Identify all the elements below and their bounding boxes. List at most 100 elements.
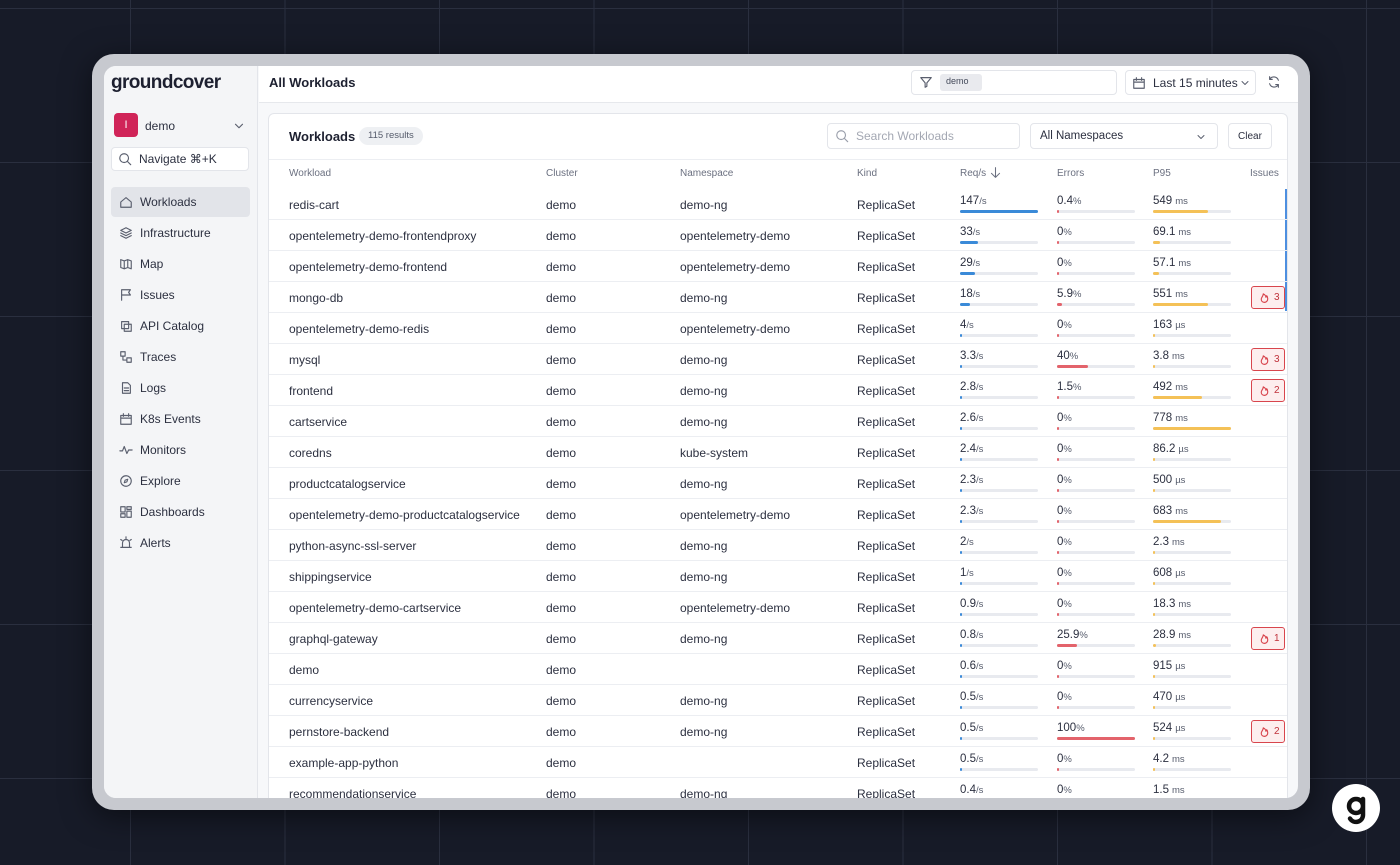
table-row[interactable]: mongo-db demo demo-ng ReplicaSet 18/s 5.9% 551… — [269, 282, 1287, 313]
table-row[interactable]: opentelemetry-demo-redis demo opentelemetr… — [269, 313, 1287, 344]
table-row[interactable]: python-async-ssl-server demo demo-ng Replic… — [269, 530, 1287, 561]
bar-track — [960, 737, 1038, 740]
table-row[interactable]: frontend demo demo-ng ReplicaSet 2.8/s 1.5% 49… — [269, 375, 1287, 406]
column-header[interactable]: Workload — [289, 168, 332, 179]
issues-badge[interactable]: 3 — [1251, 348, 1285, 371]
column-header[interactable]: Issues — [1250, 168, 1279, 179]
table-row[interactable]: example-app-python demo ReplicaSet 0.5/s 0% 4… — [269, 747, 1287, 778]
icon — [1260, 634, 1269, 644]
nav-item[interactable]: Issues — [111, 280, 250, 310]
nav-item[interactable]: Workloads — [111, 187, 250, 217]
column-header[interactable]: Kind — [857, 168, 878, 179]
issues-badge[interactable]: 2 — [1251, 379, 1285, 402]
cluster: demo — [546, 787, 577, 798]
req-bar — [960, 272, 976, 275]
column-header[interactable]: Namespace — [680, 168, 734, 179]
clear-button[interactable]: Clear — [1228, 123, 1272, 149]
nav-item[interactable]: Infrastructure — [111, 218, 250, 248]
issues-badge[interactable]: 1 — [1251, 627, 1285, 650]
icon-shape — [120, 197, 132, 208]
errors-number: 0 — [1057, 598, 1064, 610]
table-row[interactable]: opentelemetry-demo-frontend demo opentelem… — [269, 251, 1287, 282]
nav-label: K8s Events — [140, 412, 201, 426]
table-row[interactable]: coredns demo kube-system ReplicaSet 2.4/s 0% 8… — [269, 437, 1287, 468]
table-row[interactable]: pernstore-backend demo demo-ng ReplicaSet 0.… — [269, 716, 1287, 747]
cluster: demo — [546, 384, 577, 398]
req-unit: /s — [976, 754, 984, 765]
errors-number: 25.9 — [1057, 629, 1080, 641]
cluster: demo — [546, 508, 577, 522]
errors-bar — [1057, 675, 1059, 678]
bar-track — [1153, 613, 1231, 616]
nav-item[interactable]: Monitors — [111, 435, 250, 465]
p95-unit: µs — [1178, 444, 1189, 455]
errors-unit: % — [1063, 413, 1072, 424]
time-picker[interactable]: Last 15 minutes — [1125, 70, 1256, 95]
table-row[interactable]: productcatalogservice demo demo-ng ReplicaS… — [269, 468, 1287, 499]
table-row[interactable]: redis-cart demo demo-ng ReplicaSet 147/s 0.4%… — [269, 189, 1287, 220]
kind: ReplicaSet — [857, 539, 916, 553]
errors-number: 0 — [1057, 443, 1064, 455]
p95-unit: ms — [1178, 599, 1192, 610]
errors-unit: % — [1063, 320, 1072, 331]
req-value: 0.6/s — [960, 660, 983, 672]
nav-item[interactable]: API Catalog — [111, 311, 250, 341]
icon — [1260, 355, 1269, 365]
column-header[interactable]: Errors — [1057, 168, 1085, 179]
nav-item[interactable]: K8s Events — [111, 404, 250, 434]
filter-box[interactable]: demo — [911, 70, 1117, 95]
workload-name: productcatalogservice — [289, 477, 406, 491]
table-row[interactable]: cartservice demo demo-ng ReplicaSet 2.6/s 0% 7… — [269, 406, 1287, 437]
issues-count: 2 — [1274, 726, 1280, 737]
namespace: opentelemetry-demo — [680, 322, 791, 336]
req-number: 2.6 — [960, 412, 976, 424]
p95-number: 683 — [1153, 505, 1173, 517]
column-header[interactable]: P95 — [1153, 168, 1171, 179]
req-unit: /s — [976, 413, 984, 424]
table-row[interactable]: opentelemetry-demo-productcatalogservice… — [269, 499, 1287, 530]
refresh-button[interactable] — [1266, 74, 1284, 92]
workload-name: mongo-db — [289, 291, 344, 305]
table-row[interactable]: currencyservice demo demo-ng ReplicaSet 0.5/… — [269, 685, 1287, 716]
bar-track — [1153, 768, 1231, 771]
namespace-dropdown[interactable]: All Namespaces — [1030, 123, 1218, 149]
errors-number: 0 — [1057, 536, 1064, 548]
issues-badge[interactable]: 2 — [1251, 720, 1285, 743]
issues-count: 1 — [1274, 633, 1280, 644]
workspace-name[interactable]: demo — [145, 119, 176, 133]
search-box[interactable]: Search Workloads — [827, 123, 1020, 149]
p95-bar — [1153, 334, 1155, 337]
table-row[interactable]: demo demo ReplicaSet 0.6/s 0% 915 µs — [269, 654, 1287, 685]
errors-number: 0 — [1057, 474, 1064, 486]
nav-item[interactable]: Alerts — [111, 528, 250, 558]
workload-name: cartservice — [289, 415, 348, 429]
icon — [121, 289, 131, 301]
table-row[interactable]: graphql-gateway demo demo-ng ReplicaSet 0.8/… — [269, 623, 1287, 654]
bar-track — [960, 644, 1038, 647]
icon — [119, 153, 132, 166]
column-header[interactable]: Req/s — [960, 168, 987, 179]
p95-unit: ms — [1172, 754, 1185, 765]
bar-track — [960, 303, 1038, 306]
table-row[interactable]: opentelemetry-demo-frontendproxy demo open… — [269, 220, 1287, 251]
table-row[interactable]: mysql demo demo-ng ReplicaSet 3.3/s 40% 3.8 ms 3 — [269, 344, 1287, 375]
icon — [1269, 76, 1279, 88]
namespace: demo-ng — [680, 570, 728, 584]
req-bar — [960, 303, 970, 306]
table-row[interactable]: recommendationservice demo demo-ng ReplicaS… — [269, 778, 1287, 798]
table-row[interactable]: shippingservice demo demo-ng ReplicaSet 1/s 0… — [269, 561, 1287, 592]
req-number: 0.5 — [960, 691, 976, 703]
nav-item[interactable]: Traces — [111, 342, 250, 372]
table-row[interactable]: opentelemetry-demo-cartservice demo opente… — [269, 592, 1287, 623]
nav-item[interactable]: Explore — [111, 466, 250, 496]
bar-track — [960, 241, 1038, 244]
req-value: 33/s — [960, 226, 980, 238]
issues-badge[interactable]: 3 — [1251, 286, 1285, 309]
nav-item[interactable]: Logs — [111, 373, 250, 403]
nav-item[interactable]: Dashboards — [111, 497, 250, 527]
namespace: opentelemetry-demo — [680, 229, 791, 243]
navigate-box[interactable]: Navigate ⌘+K — [111, 147, 249, 171]
column-header[interactable]: Cluster — [546, 168, 578, 179]
errors-unit: % — [1063, 599, 1072, 610]
nav-item[interactable]: Map — [111, 249, 250, 279]
